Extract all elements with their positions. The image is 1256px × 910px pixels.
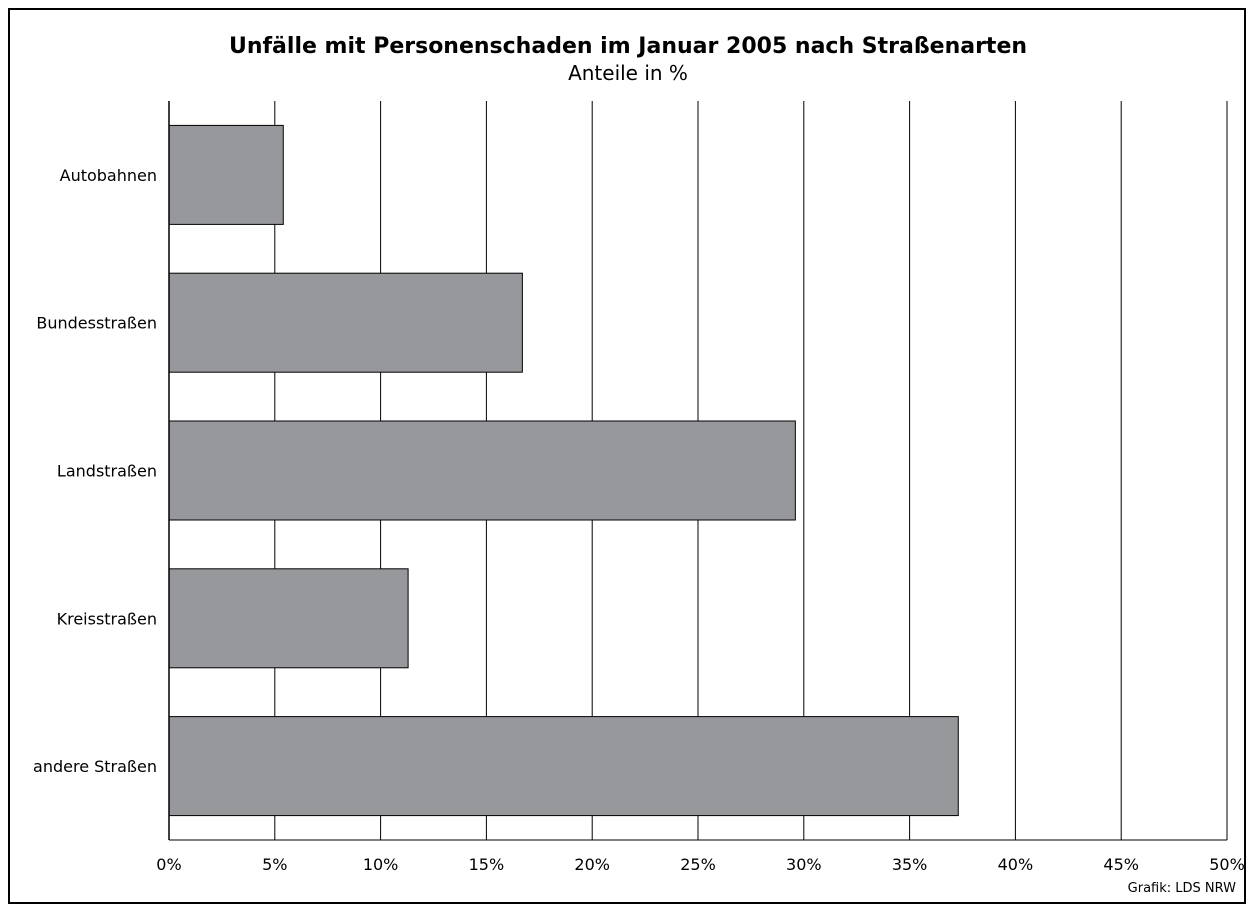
tick-label-15: 15% bbox=[469, 855, 505, 874]
tick-label-35: 35% bbox=[892, 855, 928, 874]
tick-labels: 0% 5% 10% 15% 20% 25% 30% 35% 40% 45% 50% bbox=[156, 855, 1244, 874]
tick-label-50: 50% bbox=[1209, 855, 1245, 874]
chart-title: Unfälle mit Personenschaden im Januar 20… bbox=[228, 34, 1028, 59]
tick-label-5: 5% bbox=[262, 855, 287, 874]
source-credit: Grafik: LDS NRW bbox=[1127, 881, 1236, 896]
axes bbox=[168, 101, 1227, 841]
tick-label-30: 30% bbox=[786, 855, 822, 874]
category-labels: Autobahnen Bundesstraßen Landstraßen Kreiss… bbox=[33, 166, 157, 776]
tick-label-0: 0% bbox=[156, 855, 181, 874]
category-label-5: andere Straßen bbox=[33, 757, 157, 776]
category-label-4: Kreisstraßen bbox=[57, 609, 157, 628]
tick-label-10: 10% bbox=[363, 855, 399, 874]
tick-label-40: 40% bbox=[998, 855, 1034, 874]
bar-5 bbox=[168, 716, 959, 817]
tick-label-45: 45% bbox=[1103, 855, 1139, 874]
chart-subtitle: Anteile in % bbox=[568, 61, 688, 85]
category-label-2: Bundesstraßen bbox=[36, 314, 157, 333]
tick-label-20: 20% bbox=[574, 855, 610, 874]
category-label-1: Autobahnen bbox=[60, 166, 157, 185]
bar-4 bbox=[168, 568, 409, 669]
bar-2 bbox=[168, 272, 523, 373]
bar-1 bbox=[168, 124, 284, 225]
category-label-3: Landstraßen bbox=[57, 462, 157, 481]
tick-label-25: 25% bbox=[680, 855, 716, 874]
bars bbox=[168, 124, 959, 817]
bar-3 bbox=[168, 420, 796, 521]
